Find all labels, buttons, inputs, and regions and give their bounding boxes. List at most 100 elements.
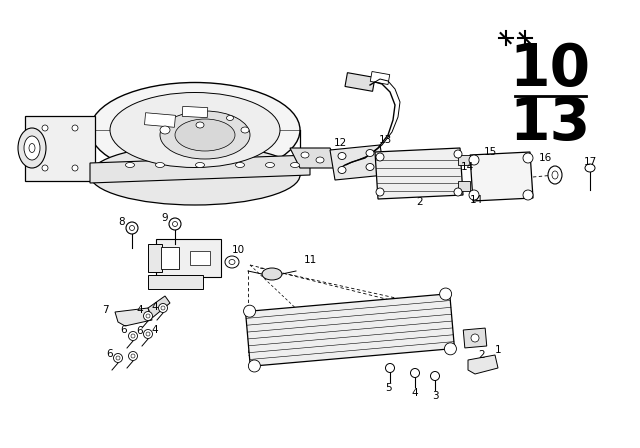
- Ellipse shape: [195, 163, 205, 168]
- Ellipse shape: [156, 163, 164, 168]
- Ellipse shape: [444, 343, 456, 355]
- Text: 6: 6: [121, 325, 127, 335]
- Polygon shape: [470, 152, 533, 201]
- Text: 10: 10: [232, 245, 244, 255]
- Ellipse shape: [72, 165, 78, 171]
- Polygon shape: [458, 181, 470, 191]
- Polygon shape: [161, 247, 179, 269]
- Ellipse shape: [523, 190, 533, 200]
- Ellipse shape: [169, 218, 181, 230]
- Polygon shape: [290, 148, 340, 168]
- Ellipse shape: [173, 221, 177, 227]
- Ellipse shape: [523, 153, 533, 163]
- Text: 1: 1: [495, 345, 501, 355]
- Ellipse shape: [143, 329, 152, 339]
- Ellipse shape: [262, 268, 282, 280]
- Text: 14: 14: [460, 162, 474, 172]
- Ellipse shape: [126, 222, 138, 234]
- Polygon shape: [458, 155, 470, 165]
- Ellipse shape: [225, 256, 239, 268]
- Ellipse shape: [469, 155, 479, 165]
- Polygon shape: [371, 72, 390, 85]
- Ellipse shape: [376, 188, 384, 196]
- Text: 2: 2: [479, 350, 485, 360]
- Text: 10: 10: [510, 41, 591, 98]
- Text: 4: 4: [152, 302, 158, 312]
- Polygon shape: [190, 251, 210, 265]
- Text: 9: 9: [162, 213, 168, 223]
- Ellipse shape: [338, 152, 346, 159]
- Text: 7: 7: [102, 305, 108, 315]
- Ellipse shape: [266, 163, 275, 168]
- Ellipse shape: [90, 82, 300, 177]
- Ellipse shape: [161, 306, 165, 310]
- Text: 2: 2: [417, 197, 423, 207]
- Text: 5: 5: [385, 383, 391, 393]
- Ellipse shape: [146, 314, 150, 318]
- Ellipse shape: [113, 353, 122, 362]
- Ellipse shape: [548, 166, 562, 184]
- Ellipse shape: [110, 92, 280, 168]
- Text: 3: 3: [432, 391, 438, 401]
- Ellipse shape: [143, 311, 152, 320]
- Ellipse shape: [116, 356, 120, 360]
- Polygon shape: [148, 296, 170, 318]
- Ellipse shape: [29, 143, 35, 152]
- Ellipse shape: [248, 360, 260, 372]
- Ellipse shape: [454, 150, 462, 158]
- Text: 6: 6: [107, 349, 113, 359]
- Polygon shape: [182, 106, 208, 118]
- Text: 17: 17: [584, 157, 596, 167]
- Ellipse shape: [24, 136, 40, 160]
- Polygon shape: [90, 155, 310, 183]
- Ellipse shape: [410, 369, 419, 378]
- Polygon shape: [463, 328, 487, 348]
- Ellipse shape: [244, 305, 255, 317]
- Ellipse shape: [338, 167, 346, 173]
- Polygon shape: [25, 116, 95, 181]
- Text: 13: 13: [378, 135, 392, 145]
- Ellipse shape: [585, 164, 595, 172]
- Ellipse shape: [72, 125, 78, 131]
- Ellipse shape: [129, 352, 138, 361]
- Text: 13: 13: [510, 95, 591, 152]
- Ellipse shape: [440, 288, 452, 300]
- Polygon shape: [156, 239, 221, 277]
- Ellipse shape: [552, 171, 558, 179]
- Ellipse shape: [301, 152, 309, 158]
- Ellipse shape: [227, 116, 234, 121]
- Ellipse shape: [236, 163, 244, 168]
- Ellipse shape: [431, 371, 440, 380]
- Ellipse shape: [160, 111, 250, 159]
- Ellipse shape: [366, 164, 374, 171]
- Text: 8: 8: [118, 217, 125, 227]
- Ellipse shape: [471, 334, 479, 342]
- Polygon shape: [330, 145, 385, 180]
- Polygon shape: [148, 244, 162, 272]
- Polygon shape: [468, 355, 498, 374]
- Ellipse shape: [90, 145, 300, 205]
- Text: 4: 4: [137, 305, 143, 315]
- Ellipse shape: [175, 119, 235, 151]
- Polygon shape: [345, 73, 375, 91]
- Text: 4: 4: [152, 325, 158, 335]
- Ellipse shape: [42, 165, 48, 171]
- Ellipse shape: [469, 190, 479, 200]
- Ellipse shape: [42, 125, 48, 131]
- Ellipse shape: [376, 153, 384, 161]
- Ellipse shape: [18, 128, 46, 168]
- Ellipse shape: [366, 150, 374, 156]
- Text: 12: 12: [333, 138, 347, 148]
- Polygon shape: [246, 294, 454, 366]
- Ellipse shape: [316, 157, 324, 163]
- Ellipse shape: [131, 354, 135, 358]
- Text: 14: 14: [469, 195, 483, 205]
- Ellipse shape: [385, 363, 394, 372]
- Text: 15: 15: [483, 147, 497, 157]
- Polygon shape: [375, 148, 463, 199]
- Polygon shape: [145, 113, 175, 127]
- Ellipse shape: [229, 259, 235, 264]
- Ellipse shape: [131, 334, 135, 338]
- Ellipse shape: [241, 127, 249, 133]
- Polygon shape: [147, 275, 202, 289]
